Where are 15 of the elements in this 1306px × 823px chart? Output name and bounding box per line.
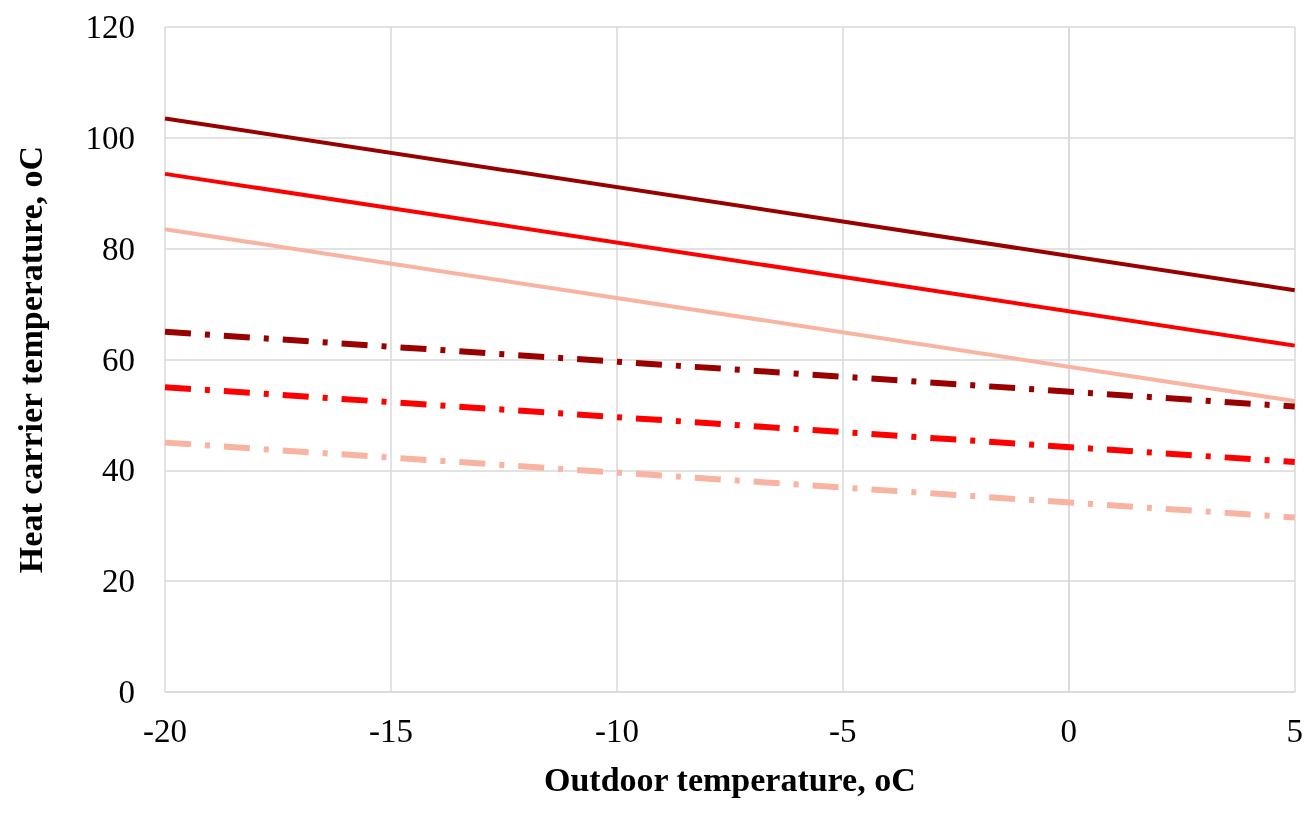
x-tick-label: 5 (1286, 712, 1303, 749)
x-axis-title: Outdoor temperature, oC (544, 760, 916, 798)
y-tick-label: 60 (102, 341, 135, 378)
x-tick-label: -15 (368, 712, 413, 749)
x-tick-label: -5 (829, 712, 857, 749)
x-tick-label: -20 (143, 712, 187, 749)
y-tick-label: 40 (102, 452, 135, 489)
y-tick-label: 80 (102, 230, 135, 267)
y-tick-label: 120 (85, 9, 135, 45)
x-tick-label: 0 (1060, 712, 1078, 749)
y-tick-label: 0 (118, 674, 135, 710)
y-axis-title: Heat carrier temperature, oC (11, 145, 49, 574)
y-tick-label: 20 (102, 563, 135, 600)
y-tick-label: 100 (85, 119, 135, 156)
x-tick-label: -10 (594, 712, 639, 749)
